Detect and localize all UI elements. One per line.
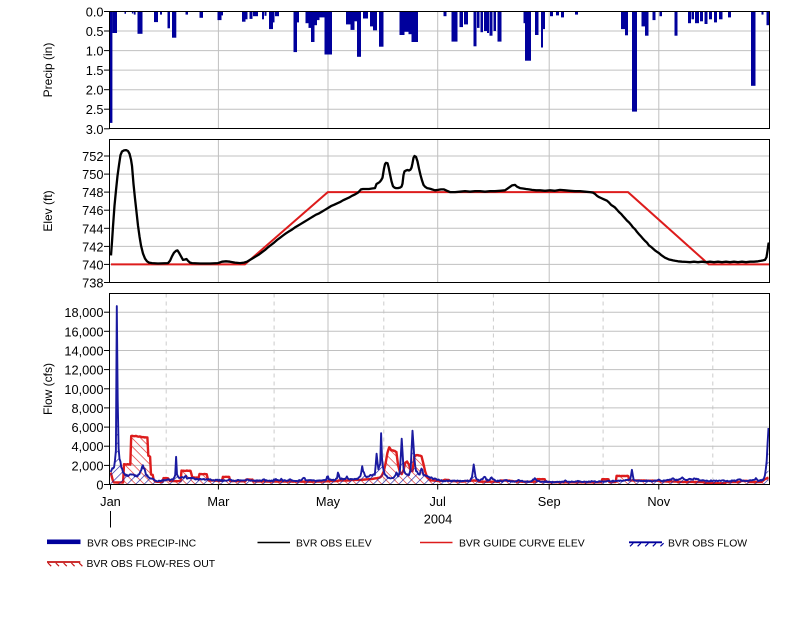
svg-text:2,000: 2,000 [71, 458, 103, 473]
svg-text:BVR OBS ELEV: BVR OBS ELEV [296, 539, 372, 550]
svg-text:16,000: 16,000 [64, 324, 103, 339]
svg-text:0: 0 [96, 478, 103, 493]
svg-text:746: 746 [82, 203, 103, 218]
svg-text:744: 744 [82, 221, 103, 236]
svg-text:742: 742 [82, 239, 103, 254]
svg-text:18,000: 18,000 [64, 305, 103, 320]
svg-text:Precip (in): Precip (in) [41, 43, 55, 98]
svg-text:0.0: 0.0 [86, 5, 104, 20]
svg-text:BVR GUIDE CURVE ELEV: BVR GUIDE CURVE ELEV [459, 539, 585, 550]
svg-text:752: 752 [82, 149, 103, 164]
svg-text:Elev (ft): Elev (ft) [41, 190, 55, 231]
svg-text:1.5: 1.5 [86, 63, 104, 78]
svg-text:12,000: 12,000 [64, 363, 103, 378]
svg-text:6,000: 6,000 [71, 420, 103, 435]
svg-text:2004: 2004 [424, 512, 452, 527]
svg-text:2.0: 2.0 [86, 83, 104, 98]
svg-text:740: 740 [82, 257, 103, 272]
svg-text:Jul: Jul [430, 494, 446, 509]
svg-text:14,000: 14,000 [64, 344, 103, 359]
svg-text:Mar: Mar [207, 494, 230, 509]
svg-text:Nov: Nov [647, 494, 670, 509]
svg-text:2.5: 2.5 [86, 102, 104, 117]
svg-text:0.5: 0.5 [86, 24, 104, 39]
svg-text:748: 748 [82, 185, 103, 200]
svg-text:3.0: 3.0 [86, 122, 104, 137]
svg-text:750: 750 [82, 167, 103, 182]
svg-text:Sep: Sep [538, 494, 561, 509]
svg-text:Jan: Jan [100, 494, 121, 509]
svg-text:1.0: 1.0 [86, 44, 104, 59]
svg-text:8,000: 8,000 [71, 401, 103, 416]
svg-text:738: 738 [82, 276, 103, 291]
svg-text:Flow (cfs): Flow (cfs) [41, 363, 55, 415]
svg-text:BVR OBS PRECIP-INC: BVR OBS PRECIP-INC [87, 539, 197, 550]
svg-text:BVR OBS FLOW: BVR OBS FLOW [668, 539, 747, 550]
svg-text:10,000: 10,000 [64, 382, 103, 397]
svg-text:May: May [316, 494, 341, 509]
svg-text:4,000: 4,000 [71, 439, 103, 454]
svg-text:BVR OBS FLOW-RES OUT: BVR OBS FLOW-RES OUT [87, 559, 216, 570]
